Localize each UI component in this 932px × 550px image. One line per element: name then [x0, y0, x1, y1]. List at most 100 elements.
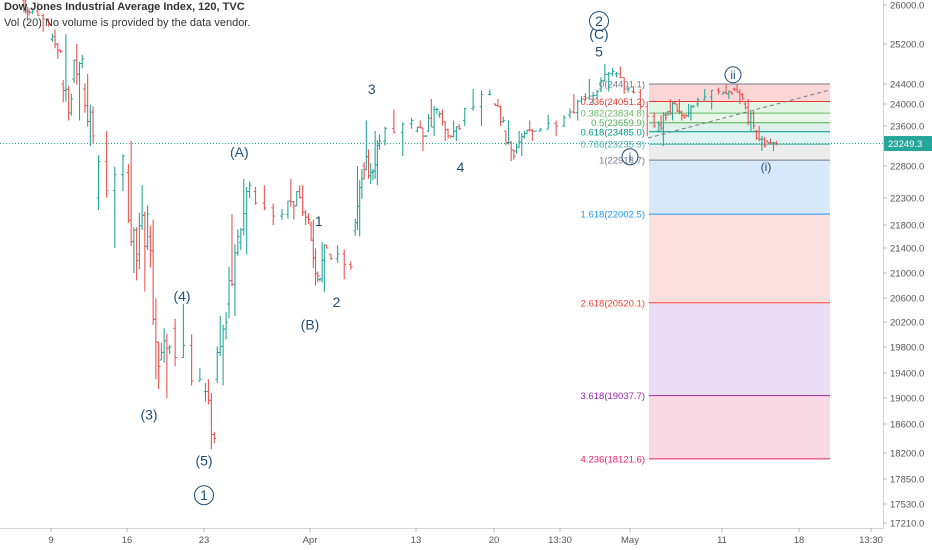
- price-tick-label: 18600.0: [890, 420, 924, 431]
- price-badge-text: 23249.3: [888, 139, 922, 150]
- candle-mar-17: [137, 185, 150, 292]
- candle-may-13: [743, 99, 756, 131]
- fib-zone-1.618: [649, 214, 830, 303]
- wave-text: (C): [589, 26, 608, 42]
- candle-may-14: [754, 126, 767, 151]
- fib-label-2.618: 2.618(20520.1): [581, 298, 645, 309]
- candle-apr-8: [371, 131, 382, 186]
- wave-text: 1: [200, 487, 208, 503]
- wave-text: (4): [173, 288, 190, 304]
- candle-apr-9: [383, 109, 414, 156]
- candle-mar-13: [96, 131, 125, 248]
- time-tick-label: May: [621, 535, 639, 546]
- candle-apr-24: [538, 115, 566, 136]
- candle-may-1: [631, 86, 656, 136]
- candle-mar-16: [126, 141, 139, 281]
- wave-text: (5): [195, 453, 212, 469]
- price-badge-bg: [884, 136, 932, 152]
- wave-label-4: 1: [194, 485, 214, 506]
- candle-may-8: [696, 87, 721, 110]
- time-tick-label: 11: [717, 535, 727, 546]
- price-tick-label: 19000.0: [890, 394, 924, 405]
- price-tick-label: 19400.0: [890, 369, 924, 380]
- candle-mar-19: [159, 328, 172, 398]
- wave-label-11: 5: [595, 44, 603, 60]
- candle-mar-31: [297, 185, 311, 225]
- time-tick-label: Apr: [303, 535, 318, 546]
- wave-text: (i): [761, 160, 772, 174]
- candle-mar-24: [215, 312, 228, 386]
- candle-mar-27: [253, 185, 284, 225]
- candle-apr-29: [599, 64, 615, 93]
- fib-zone-0.236: [649, 101, 830, 114]
- price-tick-label: 26000.0: [890, 1, 924, 12]
- candle-mar-5: [22, 0, 31, 20]
- fib-label-0.236: 0.236(24051.2): [581, 97, 645, 108]
- price-tick-label: 21400.0: [890, 244, 924, 255]
- wave-circle: [724, 66, 742, 84]
- time-tick-label: 13:30: [548, 535, 572, 546]
- fib-label-1: 1(22918.7): [599, 156, 645, 167]
- candle-mar-25: [227, 214, 240, 319]
- current-price-badge: 23249.3: [884, 136, 932, 152]
- candle-mar-10: [61, 34, 74, 121]
- candle-apr-1: [309, 219, 320, 286]
- wave-text: 3: [368, 81, 376, 97]
- fib-label-0: 0(24401.1): [599, 79, 645, 90]
- candle-may-12: [732, 84, 745, 104]
- wave-label-8: 3: [368, 81, 376, 97]
- candle-apr-16: [449, 120, 461, 141]
- fib-label-0.618: 0.618(23485.0): [581, 127, 645, 138]
- wave-text: (B): [301, 317, 320, 333]
- wave-label-3: (5): [195, 453, 212, 469]
- chart-title: Dow Jones Industrial Average Index, 120,…: [4, 1, 245, 13]
- wave-label-2: (3): [140, 406, 157, 422]
- chart-title-text: Dow Jones Industrial Average Index, 120,…: [4, 1, 245, 13]
- candle-apr-7: [362, 120, 373, 185]
- wave-label-1: (4): [173, 288, 190, 304]
- candle-mar-11: [72, 44, 85, 121]
- candle-apr-13: [415, 120, 428, 151]
- price-axis: 26000.0 25200.0 24400.0 24000.0 23600.0 22800…: [883, 0, 932, 550]
- fib-zone-0.5: [649, 122, 830, 132]
- wave-label-7: (B): [301, 317, 320, 333]
- candle-mar-9: [50, 29, 63, 59]
- candle-apr-28: [583, 79, 599, 104]
- candle-apr-23: [525, 120, 537, 141]
- wave-text: 1: [315, 213, 323, 229]
- fib-label-4.236: 4.236(18121.6): [581, 454, 645, 465]
- time-tick-label: 23: [199, 535, 210, 546]
- price-tick-label: 19800.0: [890, 343, 924, 354]
- wave-text: 5: [595, 44, 603, 60]
- wave-label-5: 1: [315, 213, 323, 229]
- wave-text: 2: [595, 13, 603, 29]
- price-tick-label: 22300.0: [890, 194, 924, 205]
- time-tick-label: 20: [489, 535, 500, 546]
- price-tick-label: 24000.0: [890, 100, 924, 111]
- wave-label-14: i: [621, 148, 639, 166]
- price-tick-label: 20200.0: [890, 318, 924, 329]
- candle-mar-20: [173, 304, 202, 386]
- price-tick-label: 25200.0: [890, 40, 924, 51]
- candle-apr-6: [353, 166, 364, 237]
- fib-label-0.382: 0.382(23834.8): [581, 109, 645, 120]
- wave-circle: [589, 11, 609, 32]
- candle-may-15: [765, 138, 779, 151]
- price-tick-label: 24400.0: [890, 80, 924, 91]
- candle-may-6: [675, 99, 686, 121]
- candle-apr-15: [437, 109, 450, 141]
- time-tick-label: 18: [794, 535, 805, 546]
- time-axis: 9 16 23 Apr 13 20 13:30 May 11 18 13:30: [0, 528, 932, 550]
- wave-label-15: (i): [761, 160, 772, 174]
- price-tick-label: 21800.0: [890, 221, 924, 232]
- candle-may-5: [666, 99, 677, 121]
- candle-apr-3: [329, 245, 353, 280]
- fib-label-3.618: 3.618(19037.7): [581, 391, 645, 402]
- price-tick-label: 20600.0: [890, 294, 924, 305]
- wave-circle: [194, 485, 214, 506]
- fib-zone-0.382: [649, 113, 830, 123]
- wave-text: 2: [333, 294, 341, 310]
- candle-mar-18: [148, 219, 161, 390]
- fib-label-1.618: 1.618(22002.5): [581, 210, 645, 221]
